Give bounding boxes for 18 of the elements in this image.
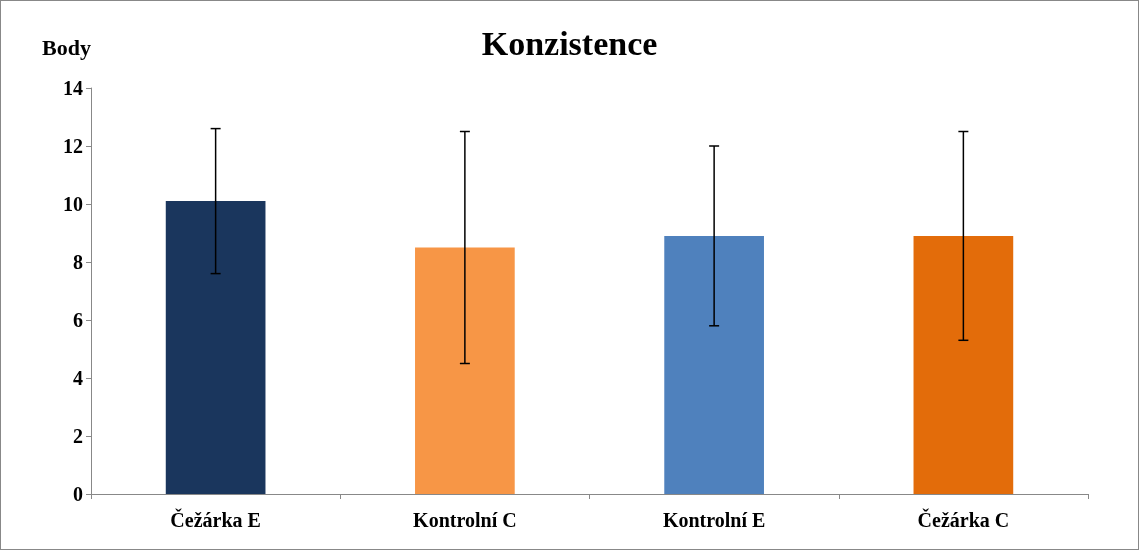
bar [664, 235, 764, 494]
y-tick-label: 10 [63, 193, 83, 215]
y-tick-label: 2 [73, 425, 83, 447]
bar [165, 201, 266, 494]
x-tick-label: Kontrolní E [662, 509, 766, 531]
x-tick-label: Čežárka C [917, 508, 1010, 531]
y-tick-label: 4 [73, 367, 83, 389]
y-tick-label: 8 [73, 251, 83, 273]
bar [415, 247, 515, 494]
x-tick-label: Kontrolní C [413, 509, 517, 531]
x-tick-label: Čežárka E [170, 508, 261, 531]
y-tick-label: 14 [63, 77, 83, 99]
y-axis-title: Body [42, 34, 91, 60]
y-tick-label: 12 [63, 135, 83, 157]
y-tick-label: 6 [73, 309, 83, 331]
chart-title: Konzistence [481, 24, 658, 62]
bar [913, 235, 1014, 494]
y-tick-label: 0 [73, 483, 83, 505]
